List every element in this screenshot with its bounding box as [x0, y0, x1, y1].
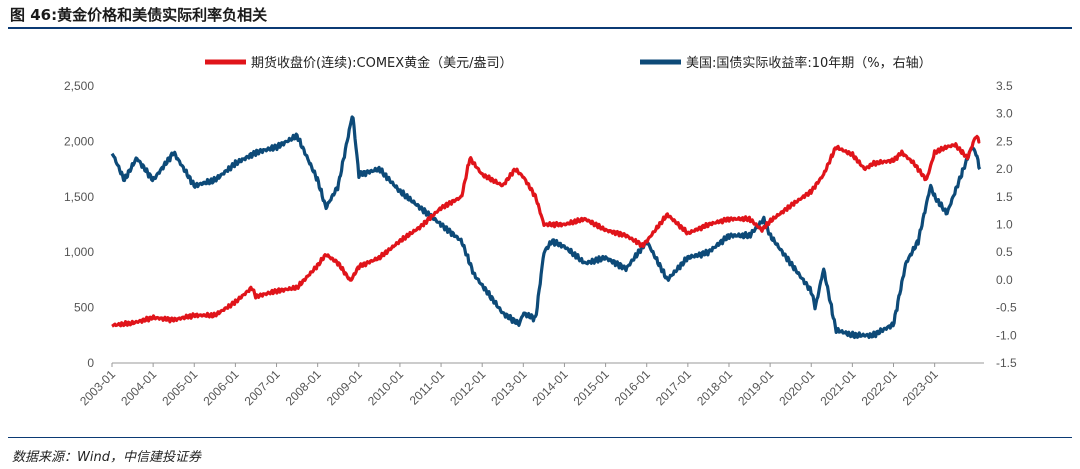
- legend-label-gold: 期货收盘价(连续):COMEX黄金（美元/盎司）: [251, 55, 513, 71]
- x-tick-label: 2007-01: [242, 367, 283, 408]
- axes: 0 500 1,000 1,500 2,000 2,500 -1.5 -1.0 -0.5 0.0 0…: [64, 79, 1017, 408]
- x-tick-label: 2015-01: [571, 367, 612, 408]
- right-tick-label: -1.5: [996, 356, 1017, 370]
- right-tick-label: -0.5: [996, 301, 1017, 315]
- x-tick-label: 2009-01: [324, 367, 365, 408]
- x-tick-label: 2017-01: [653, 367, 694, 408]
- x-tick-label: 2019-01: [735, 367, 776, 408]
- x-tick-label: 2003-01: [77, 367, 118, 408]
- right-tick-label: 2.5: [996, 134, 1013, 148]
- left-tick-label: 2,500: [64, 79, 94, 93]
- x-tick-label: 2012-01: [447, 367, 488, 408]
- legend: 期货收盘价(连续):COMEX黄金（美元/盎司） 美国:国债实际收益率:10年期…: [205, 55, 932, 71]
- x-tick-label: 2004-01: [118, 367, 159, 408]
- right-tick-label: 3.0: [996, 107, 1013, 121]
- left-tick-label: 1,000: [64, 245, 94, 259]
- left-tick-label: 0: [87, 356, 94, 370]
- x-tick-label: 2008-01: [283, 367, 324, 408]
- x-tick-label: 2016-01: [612, 367, 653, 408]
- right-tick-label: 1.5: [996, 190, 1013, 204]
- series-line-real-yield: [110, 115, 982, 339]
- gold-vs-real-yield-chart: 期货收盘价(连续):COMEX黄金（美元/盎司） 美国:国债实际收益率:10年期…: [64, 55, 1017, 408]
- left-tick-label: 2,000: [64, 134, 94, 148]
- x-tick-label: 2023-01: [900, 367, 941, 408]
- right-tick-label: 0.5: [996, 245, 1013, 259]
- figure-title: 图 46:黄金价格和美债实际利率负相关: [10, 6, 268, 24]
- footer-rule: [8, 437, 1072, 438]
- source-note: 数据来源：Wind，中信建投证券: [12, 450, 201, 465]
- x-tick-label: 2021-01: [817, 367, 858, 408]
- x-tick-label: 2006-01: [200, 367, 241, 408]
- x-tick-label: 2011-01: [407, 367, 448, 408]
- right-tick-label: 2.0: [996, 162, 1013, 176]
- right-tick-label: 3.5: [996, 79, 1013, 93]
- x-tick-label: 2018-01: [694, 367, 735, 408]
- left-tick-label: 1,500: [64, 190, 94, 204]
- series-lines: [110, 115, 982, 339]
- left-tick-label: 500: [74, 301, 94, 315]
- x-tick-label: 2010-01: [365, 367, 406, 408]
- right-tick-label: 0.0: [996, 273, 1013, 287]
- x-tick-label: 2005-01: [159, 367, 200, 408]
- x-tick-label: 2022-01: [859, 367, 900, 408]
- series-line-gold: [111, 134, 981, 328]
- right-tick-label: 1.0: [996, 218, 1013, 232]
- x-tick-label: 2020-01: [776, 367, 817, 408]
- x-tick-label: 2014-01: [530, 367, 571, 408]
- x-tick-label: 2013-01: [488, 367, 529, 408]
- legend-label-yield: 美国:国债实际收益率:10年期（%，右轴）: [686, 55, 932, 71]
- right-tick-label: -1.0: [996, 328, 1017, 342]
- title-rule: [8, 27, 1072, 29]
